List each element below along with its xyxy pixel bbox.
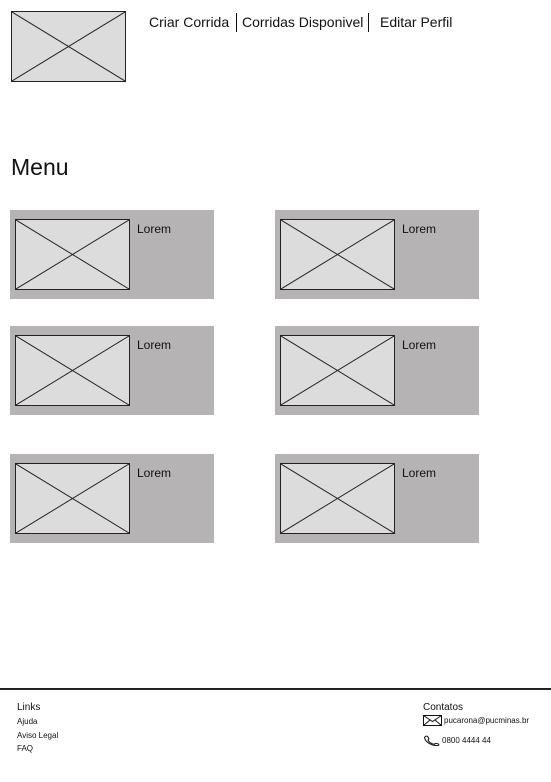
footer-contacts-heading: Contatos: [423, 702, 464, 713]
menu-card[interactable]: Lorem: [10, 454, 214, 543]
contact-email[interactable]: pucarona@pucminas.br: [423, 715, 529, 726]
card-label: Lorem: [402, 222, 437, 236]
footer-link-aviso-legal[interactable]: Aviso Legal: [17, 731, 59, 740]
logo-image-placeholder: [11, 11, 126, 82]
menu-card[interactable]: Lorem: [275, 210, 479, 299]
menu-card[interactable]: Lorem: [275, 326, 479, 415]
card-image-placeholder: [280, 463, 395, 534]
menu-card[interactable]: Lorem: [10, 210, 214, 299]
card-label: Lorem: [137, 222, 172, 236]
nav-divider: [368, 12, 369, 32]
nav-link-corridas-disponivel[interactable]: Corridas Disponivel: [242, 14, 364, 30]
menu-card[interactable]: Lorem: [10, 326, 214, 415]
contact-phone-text: 0800 4444 44: [442, 736, 491, 745]
card-image-placeholder: [15, 335, 130, 406]
footer-divider: [0, 688, 551, 690]
phone-icon: [423, 735, 440, 746]
nav-link-editar-perfil[interactable]: Editar Perfil: [380, 14, 453, 30]
nav-divider: [236, 12, 237, 32]
footer-links-heading: Links: [17, 702, 41, 713]
card-image-placeholder: [15, 463, 130, 534]
card-image-placeholder: [280, 335, 395, 406]
card-image-placeholder: [280, 219, 395, 290]
footer-link-ajuda[interactable]: Ajuda: [17, 717, 38, 726]
card-image-placeholder: [15, 219, 130, 290]
card-label: Lorem: [402, 338, 437, 352]
card-label: Lorem: [402, 466, 437, 480]
menu-card[interactable]: Lorem: [275, 454, 479, 543]
card-label: Lorem: [137, 338, 172, 352]
envelope-icon: [423, 715, 442, 726]
footer-link-faq[interactable]: FAQ: [17, 744, 34, 753]
page-title: Menu: [11, 154, 69, 180]
contact-phone[interactable]: 0800 4444 44: [423, 735, 491, 746]
nav-link-criar-corrida[interactable]: Criar Corrida: [149, 14, 230, 30]
card-label: Lorem: [137, 466, 172, 480]
contact-email-text: pucarona@pucminas.br: [444, 716, 530, 725]
